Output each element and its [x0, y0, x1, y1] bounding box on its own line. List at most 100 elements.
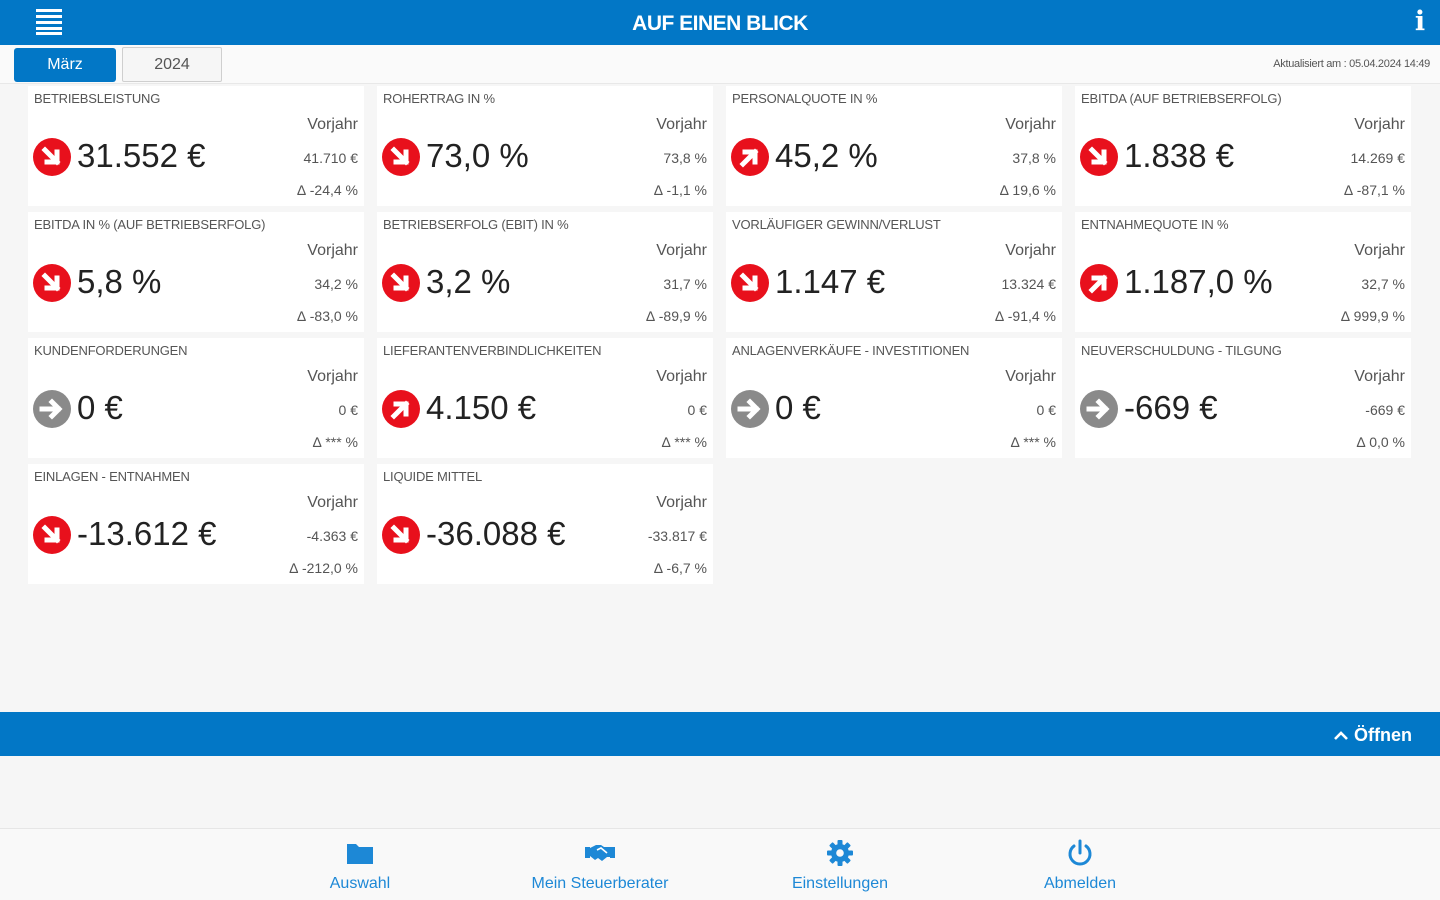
kpi-previous-year-label: Vorjahr: [1354, 368, 1405, 385]
arrow-down-right-icon: [731, 264, 769, 302]
kpi-delta: ∆ -83,0 %: [297, 308, 358, 324]
kpi-value: 1.147 €: [775, 263, 886, 300]
kpi-previous-year-value: 34,2 %: [314, 276, 358, 292]
kpi-title: BETRIEBSLEISTUNG: [34, 91, 161, 106]
handshake-icon: [585, 845, 615, 861]
kpi-card[interactable]: BETRIEBSERFOLG (EBIT) IN % Vorjahr 3,2 %…: [377, 212, 713, 332]
kpi-previous-year-value: 0 €: [687, 402, 707, 418]
kpi-previous-year-value: -4.363 €: [306, 528, 358, 544]
kpi-title: ROHERTRAG IN %: [383, 91, 495, 106]
kpi-value: 0 €: [775, 389, 821, 426]
nav-label: Auswahl: [329, 875, 391, 892]
kpi-delta: ∆ -87,1 %: [1344, 182, 1405, 198]
arrow-right-icon: [1080, 390, 1118, 428]
nav-label: Abmelden: [1043, 875, 1117, 892]
kpi-title: LIQUIDE MITTEL: [383, 469, 483, 484]
kpi-value: 73,0 %: [426, 137, 529, 174]
kpi-previous-year-value: 13.324 €: [1001, 276, 1057, 292]
kpi-previous-year-label: Vorjahr: [1354, 116, 1405, 133]
kpi-value: 4.150 €: [426, 389, 537, 426]
kpi-previous-year-label: Vorjahr: [656, 116, 707, 133]
kpi-card[interactable]: VORLÄUFIGER GEWINN/VERLUST Vorjahr 1.147…: [726, 212, 1062, 332]
kpi-delta: ∆ -212,0 %: [289, 560, 359, 576]
kpi-card[interactable]: LIEFERANTENVERBINDLICHKEITEN Vorjahr 4.1…: [377, 338, 713, 458]
kpi-previous-year-value: 73,8 %: [663, 150, 707, 166]
kpi-card[interactable]: BETRIEBSLEISTUNG Vorjahr 31.552 € 41.710…: [28, 86, 364, 206]
kpi-card[interactable]: ROHERTRAG IN % Vorjahr 73,0 % 73,8 % ∆ -…: [377, 86, 713, 206]
folder-icon: [347, 844, 373, 864]
kpi-previous-year-label: Vorjahr: [1005, 116, 1056, 133]
kpi-title: EINLAGEN - ENTNAHMEN: [34, 469, 190, 484]
arrow-down-right-icon: [1080, 138, 1118, 176]
kpi-card[interactable]: NEUVERSCHULDUNG - TILGUNG Vorjahr -669 €…: [1075, 338, 1411, 458]
kpi-title: EBITDA (AUF BETRIEBSERFOLG): [1081, 91, 1282, 106]
info-icon[interactable]: i: [1414, 6, 1426, 37]
arrow-down-right-icon: [33, 516, 71, 554]
kpi-previous-year-value: -669 €: [1365, 402, 1405, 418]
arrow-up-right-icon: [1080, 264, 1118, 302]
kpi-previous-year-value: 0 €: [338, 402, 358, 418]
top-app-bar: AUF EINEN BLICK i: [0, 0, 1440, 45]
kpi-previous-year-value: -33.817 €: [647, 528, 707, 544]
kpi-card[interactable]: EINLAGEN - ENTNAHMEN Vorjahr -13.612 € -…: [28, 464, 364, 584]
kpi-previous-year-label: Vorjahr: [307, 494, 358, 511]
kpi-card[interactable]: EBITDA (AUF BETRIEBSERFOLG) Vorjahr 1.83…: [1075, 86, 1411, 206]
kpi-previous-year-value: 0 €: [1036, 402, 1056, 418]
arrow-right-icon: [33, 390, 71, 428]
kpi-delta: ∆ 19,6 %: [999, 182, 1056, 198]
nav-auswahl[interactable]: Auswahl: [270, 837, 450, 893]
kpi-delta: ∆ -89,9 %: [646, 308, 707, 324]
power-icon: [1068, 839, 1092, 866]
chevron-up-icon: [1334, 730, 1348, 740]
kpi-delta: ∆ -1,1 %: [654, 182, 707, 198]
kpi-card[interactable]: KUNDENFORDERUNGEN Vorjahr 0 € 0 € ∆ *** …: [28, 338, 364, 458]
kpi-title: ENTNAHMEQUOTE IN %: [1081, 217, 1229, 232]
kpi-title: VORLÄUFIGER GEWINN/VERLUST: [732, 217, 941, 232]
arrow-up-right-icon: [382, 390, 420, 428]
kpi-title: NEUVERSCHULDUNG - TILGUNG: [1081, 343, 1282, 358]
arrow-down-right-icon: [382, 138, 420, 176]
nav-einstellungen[interactable]: Einstellungen: [750, 837, 930, 893]
kpi-value: 45,2 %: [775, 137, 878, 174]
arrow-right-icon: [731, 390, 769, 428]
kpi-previous-year-label: Vorjahr: [307, 242, 358, 259]
kpi-delta: ∆ *** %: [661, 434, 707, 450]
kpi-delta: ∆ 999,9 %: [1341, 308, 1405, 324]
kpi-title: BETRIEBSERFOLG (EBIT) IN %: [383, 217, 569, 232]
kpi-card[interactable]: EBITDA IN % (AUF BETRIEBSERFOLG) Vorjahr…: [28, 212, 364, 332]
kpi-previous-year-label: Vorjahr: [656, 494, 707, 511]
arrow-down-right-icon: [382, 516, 420, 554]
kpi-title: EBITDA IN % (AUF BETRIEBSERFOLG): [34, 217, 266, 232]
kpi-card[interactable]: ANLAGENVERKÄUFE - INVESTITIONEN Vorjahr …: [726, 338, 1062, 458]
nav-abmelden[interactable]: Abmelden: [990, 837, 1170, 893]
kpi-previous-year-value: 31,7 %: [663, 276, 707, 292]
kpi-value: -669 €: [1124, 389, 1218, 426]
kpi-delta: ∆ -91,4 %: [995, 308, 1056, 324]
hamburger-menu-icon[interactable]: [36, 9, 64, 35]
details-drawer-bar: Öffnen: [0, 712, 1440, 756]
year-selector-button[interactable]: 2024: [122, 47, 222, 82]
kpi-card[interactable]: LIQUIDE MITTEL Vorjahr -36.088 € -33.817…: [377, 464, 713, 584]
kpi-delta: ∆ *** %: [1010, 434, 1056, 450]
kpi-previous-year-value: 41.710 €: [303, 150, 359, 166]
kpi-title: KUNDENFORDERUNGEN: [34, 343, 188, 358]
kpi-card[interactable]: PERSONALQUOTE IN % Vorjahr 45,2 % 37,8 %…: [726, 86, 1062, 206]
open-drawer-label: Öffnen: [1354, 725, 1412, 745]
nav-label: Einstellungen: [791, 875, 889, 892]
kpi-previous-year-value: 14.269 €: [1350, 150, 1406, 166]
arrow-down-right-icon: [33, 138, 71, 176]
period-toolbar: März 2024 Aktualisiert am : 05.04.2024 1…: [0, 45, 1440, 84]
kpi-previous-year-label: Vorjahr: [1354, 242, 1405, 259]
kpi-card[interactable]: ENTNAHMEQUOTE IN % Vorjahr 1.187,0 % 32,…: [1075, 212, 1411, 332]
nav-mein-steuerberater[interactable]: Mein Steuerberater: [510, 837, 690, 893]
kpi-value: 0 €: [77, 389, 123, 426]
page-title: AUF EINEN BLICK: [632, 12, 808, 35]
kpi-value: -13.612 €: [77, 515, 217, 552]
open-drawer-button[interactable]: Öffnen: [1334, 725, 1412, 746]
kpi-value: 1.838 €: [1124, 137, 1235, 174]
kpi-delta: ∆ *** %: [312, 434, 358, 450]
kpi-previous-year-label: Vorjahr: [656, 368, 707, 385]
kpi-delta: ∆ 0,0 %: [1356, 434, 1405, 450]
kpi-previous-year-label: Vorjahr: [656, 242, 707, 259]
month-selector-button[interactable]: März: [14, 48, 116, 82]
